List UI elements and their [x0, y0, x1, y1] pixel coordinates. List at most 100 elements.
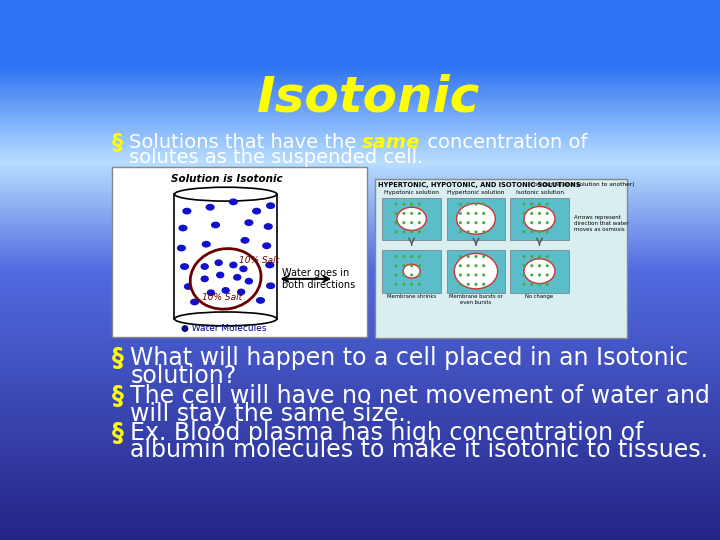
Ellipse shape — [395, 283, 397, 286]
Ellipse shape — [410, 273, 413, 276]
Ellipse shape — [212, 222, 220, 228]
Ellipse shape — [266, 283, 274, 288]
Text: What will happen to a cell placed in an Isotonic: What will happen to a cell placed in an … — [130, 346, 688, 370]
Ellipse shape — [410, 255, 413, 258]
Text: will stay the same size.: will stay the same size. — [130, 402, 406, 426]
Ellipse shape — [418, 255, 421, 258]
Ellipse shape — [238, 289, 245, 295]
Ellipse shape — [538, 221, 541, 224]
Ellipse shape — [216, 280, 224, 286]
Ellipse shape — [264, 224, 272, 229]
Ellipse shape — [174, 187, 276, 201]
Ellipse shape — [403, 264, 420, 278]
Ellipse shape — [459, 231, 462, 233]
Ellipse shape — [263, 243, 271, 248]
Ellipse shape — [530, 283, 534, 286]
Ellipse shape — [230, 262, 237, 268]
Text: Water goes in
both directions: Water goes in both directions — [282, 268, 356, 289]
Ellipse shape — [222, 298, 230, 303]
Ellipse shape — [253, 208, 261, 214]
Ellipse shape — [474, 202, 477, 206]
Ellipse shape — [474, 283, 477, 286]
Ellipse shape — [523, 283, 526, 286]
Ellipse shape — [191, 299, 199, 305]
Ellipse shape — [418, 231, 421, 233]
Text: concentration of: concentration of — [420, 132, 587, 152]
Ellipse shape — [395, 202, 397, 206]
Text: Membrane bursts or
even bursts: Membrane bursts or even bursts — [449, 294, 503, 305]
Ellipse shape — [418, 283, 421, 286]
Ellipse shape — [418, 273, 421, 276]
Ellipse shape — [546, 202, 549, 206]
Ellipse shape — [402, 202, 405, 206]
Ellipse shape — [482, 202, 485, 206]
Text: §: § — [112, 346, 124, 370]
Ellipse shape — [410, 231, 413, 233]
Ellipse shape — [266, 203, 274, 208]
Ellipse shape — [474, 212, 477, 215]
Text: Isotonic solution: Isotonic solution — [516, 190, 564, 195]
Ellipse shape — [524, 259, 555, 284]
Ellipse shape — [459, 202, 462, 206]
Ellipse shape — [402, 264, 405, 267]
Ellipse shape — [402, 283, 405, 286]
Ellipse shape — [459, 255, 462, 258]
FancyBboxPatch shape — [446, 198, 505, 240]
Ellipse shape — [222, 288, 229, 293]
Ellipse shape — [215, 260, 222, 265]
Ellipse shape — [201, 276, 208, 281]
FancyBboxPatch shape — [510, 198, 569, 240]
Ellipse shape — [410, 202, 413, 206]
Ellipse shape — [395, 264, 397, 267]
Ellipse shape — [538, 231, 541, 233]
Ellipse shape — [181, 264, 189, 269]
Ellipse shape — [538, 255, 541, 258]
FancyBboxPatch shape — [510, 251, 569, 293]
Ellipse shape — [418, 221, 421, 224]
Ellipse shape — [459, 221, 462, 224]
Text: §: § — [112, 132, 123, 153]
Ellipse shape — [474, 264, 477, 267]
Ellipse shape — [395, 273, 397, 276]
Text: ● Water Molecules: ● Water Molecules — [181, 323, 267, 333]
Ellipse shape — [410, 212, 413, 215]
Text: Solution is Isotonic: Solution is Isotonic — [171, 174, 283, 184]
Ellipse shape — [397, 207, 426, 231]
Ellipse shape — [402, 231, 405, 233]
Ellipse shape — [410, 283, 413, 286]
Ellipse shape — [256, 298, 264, 303]
FancyBboxPatch shape — [382, 251, 441, 293]
Ellipse shape — [546, 255, 549, 258]
Ellipse shape — [395, 255, 397, 258]
Ellipse shape — [467, 264, 469, 267]
Ellipse shape — [395, 221, 397, 224]
Ellipse shape — [523, 273, 526, 276]
Ellipse shape — [201, 264, 208, 269]
Ellipse shape — [241, 238, 249, 243]
Ellipse shape — [482, 283, 485, 286]
Ellipse shape — [459, 212, 462, 215]
Ellipse shape — [482, 221, 485, 224]
Ellipse shape — [523, 264, 526, 267]
Ellipse shape — [482, 264, 485, 267]
Ellipse shape — [523, 221, 526, 224]
FancyBboxPatch shape — [375, 179, 627, 338]
Ellipse shape — [418, 202, 421, 206]
Ellipse shape — [179, 225, 187, 231]
Text: Arrows represent
direction that water
moves as osmosis: Arrows represent direction that water mo… — [575, 215, 629, 232]
Ellipse shape — [482, 273, 485, 276]
Ellipse shape — [467, 202, 469, 206]
Ellipse shape — [467, 231, 469, 233]
Ellipse shape — [246, 279, 253, 284]
Ellipse shape — [395, 231, 397, 233]
Ellipse shape — [174, 312, 276, 326]
Ellipse shape — [523, 231, 526, 233]
Ellipse shape — [467, 283, 469, 286]
Ellipse shape — [395, 212, 397, 215]
Text: The cell will have no net movement of water and: The cell will have no net movement of wa… — [130, 384, 710, 408]
Ellipse shape — [538, 212, 541, 215]
Text: albumin molecules to make it isotonic to tissues.: albumin molecules to make it isotonic to… — [130, 438, 708, 462]
Text: Isotonic: Isotonic — [257, 73, 481, 121]
Ellipse shape — [523, 202, 526, 206]
Ellipse shape — [217, 272, 224, 278]
